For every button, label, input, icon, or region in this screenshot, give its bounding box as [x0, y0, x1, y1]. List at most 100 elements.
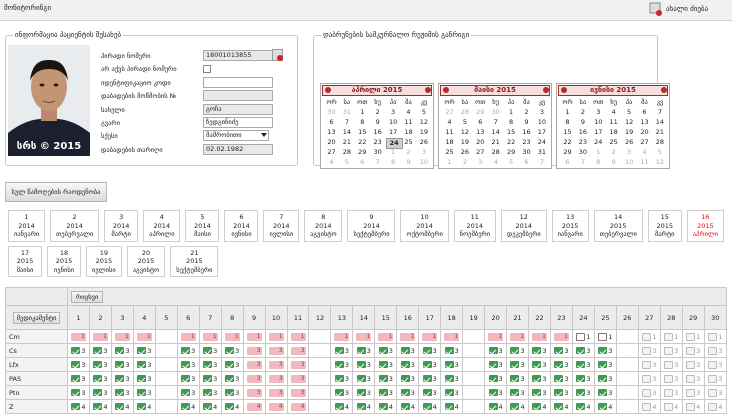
dose-planned[interactable]: [708, 346, 718, 355]
calendar-day[interactable]: 5: [421, 108, 426, 116]
dose-planned[interactable]: [664, 360, 674, 369]
calendar-day[interactable]: 12: [419, 118, 429, 126]
dose-planned[interactable]: [664, 402, 674, 411]
dose-planned[interactable]: [642, 332, 652, 341]
calendar-day[interactable]: 21: [655, 128, 665, 136]
calendar-day[interactable]: 28: [342, 148, 352, 156]
calendar-day[interactable]: 14: [655, 118, 665, 126]
calendar-day[interactable]: 6: [524, 158, 529, 166]
calendar-arrow[interactable]: [325, 87, 331, 93]
month-tab[interactable]: 17 2015 მაისი: [8, 245, 42, 277]
text-input[interactable]: [203, 76, 273, 88]
dose-planned[interactable]: [664, 388, 674, 397]
calendar-day[interactable]: 17: [388, 128, 398, 136]
text-input[interactable]: [203, 90, 273, 102]
calendar-day[interactable]: 15: [563, 128, 572, 136]
calendar-day[interactable]: 19: [419, 128, 429, 136]
date-button[interactable]: რიცხვი: [71, 290, 104, 303]
calendar-day[interactable]: 22: [358, 138, 367, 146]
calendar-day[interactable]: 10: [624, 158, 634, 166]
calendar-day[interactable]: 12: [655, 158, 665, 166]
calendar-day[interactable]: 5: [344, 158, 349, 166]
dose-planned[interactable]: [686, 346, 696, 355]
dose-open[interactable]: [576, 332, 586, 341]
dose-planned[interactable]: [642, 374, 652, 383]
dose-planned[interactable]: [708, 332, 718, 341]
calendar-day[interactable]: 10: [537, 118, 547, 126]
calendar-day[interactable]: 2: [406, 148, 411, 156]
calendar-day[interactable]: 9: [580, 118, 585, 126]
calendar-day[interactable]: 29: [506, 148, 516, 156]
month-tab[interactable]: 16 2015 აპრილი: [686, 210, 725, 242]
month-tab[interactable]: 1 2014 იანვარი: [8, 210, 46, 242]
calendar-day[interactable]: 16: [373, 128, 382, 136]
calendar-day[interactable]: 3: [539, 108, 544, 116]
calendar-day[interactable]: 31: [537, 148, 547, 156]
calendar-day[interactable]: 4: [329, 158, 334, 166]
calendar-day[interactable]: 2: [375, 108, 380, 116]
calendar-day[interactable]: 3: [596, 108, 601, 116]
dose-planned[interactable]: [642, 360, 652, 369]
month-tab[interactable]: 4 2014 აპრილი: [143, 210, 181, 242]
dose-planned[interactable]: [664, 374, 674, 383]
calendar-day[interactable]: 15: [506, 128, 516, 136]
month-tab[interactable]: 19 2015 ივლისი: [86, 245, 122, 277]
calendar-day[interactable]: 7: [493, 118, 498, 126]
dose-open[interactable]: [598, 332, 608, 341]
calendar-day[interactable]: 31: [342, 108, 352, 116]
calendar-day[interactable]: 21: [491, 138, 500, 146]
calendar-day[interactable]: 11: [640, 158, 649, 166]
search-icon[interactable]: [272, 49, 283, 61]
calendar-day[interactable]: 18: [404, 128, 413, 136]
calendar-day[interactable]: 7: [580, 158, 585, 166]
calendar-day[interactable]: 27: [640, 138, 649, 146]
calendar-day[interactable]: 16: [578, 128, 588, 136]
calendar-day[interactable]: 18: [609, 128, 618, 136]
calendar-day[interactable]: 9: [406, 158, 411, 166]
new-search-icon[interactable]: [649, 2, 663, 16]
calendar-day[interactable]: 25: [445, 148, 454, 156]
calendar-day[interactable]: 8: [509, 118, 514, 126]
calendar-day[interactable]: 10: [419, 158, 429, 166]
calendar-day[interactable]: 19: [624, 128, 634, 136]
calendar-day[interactable]: 8: [565, 118, 570, 126]
dose-planned[interactable]: [686, 332, 696, 341]
calendar-day[interactable]: 2: [580, 108, 585, 116]
calendar-day[interactable]: 8: [596, 158, 601, 166]
calendar-day[interactable]: 30: [373, 148, 382, 156]
calendar-day[interactable]: 25: [404, 138, 413, 146]
calendar-day[interactable]: 16: [522, 128, 531, 136]
calendar-day[interactable]: 23: [578, 138, 588, 146]
calendar-day[interactable]: 18: [445, 138, 454, 146]
calendar-day[interactable]: 24: [385, 138, 403, 149]
month-tab[interactable]: 5 2014 მაისი: [185, 210, 220, 242]
calendar-day[interactable]: 30: [491, 108, 500, 116]
calendar-day[interactable]: 30: [578, 148, 588, 156]
calendar-day[interactable]: 28: [460, 108, 470, 116]
calendar-arrow[interactable]: [425, 87, 431, 93]
calendar-day[interactable]: 1: [360, 108, 365, 116]
calendar-day[interactable]: 21: [342, 138, 352, 146]
calendar-day[interactable]: 29: [476, 108, 485, 116]
drug-button[interactable]: მედიკამენტი: [12, 311, 61, 324]
dose-planned[interactable]: [686, 402, 696, 411]
dose-planned[interactable]: [642, 388, 652, 397]
calendar-day[interactable]: 13: [640, 118, 649, 126]
calendar-day[interactable]: 22: [563, 138, 572, 146]
text-input[interactable]: გოჩა: [203, 103, 273, 115]
calendar-day[interactable]: 9: [375, 118, 380, 126]
calendar-day[interactable]: 4: [447, 118, 452, 126]
calendar-day[interactable]: 5: [627, 108, 632, 116]
totals-button[interactable]: სულ წამოღების რაოდენობა: [5, 182, 107, 202]
month-tab[interactable]: 20 2015 აგვისტო: [126, 245, 166, 277]
calendar-day[interactable]: 24: [594, 138, 603, 146]
calendar-day[interactable]: 17: [537, 128, 547, 136]
calendar-day[interactable]: 4: [642, 148, 647, 156]
dose-planned[interactable]: [686, 360, 696, 369]
calendar-day[interactable]: 1: [565, 108, 570, 116]
calendar-day[interactable]: 4: [406, 108, 411, 116]
calendar-day[interactable]: 3: [391, 108, 396, 116]
calendar-day[interactable]: 29: [563, 148, 572, 156]
calendar-day[interactable]: 1: [447, 158, 452, 166]
dose-planned[interactable]: [708, 360, 718, 369]
